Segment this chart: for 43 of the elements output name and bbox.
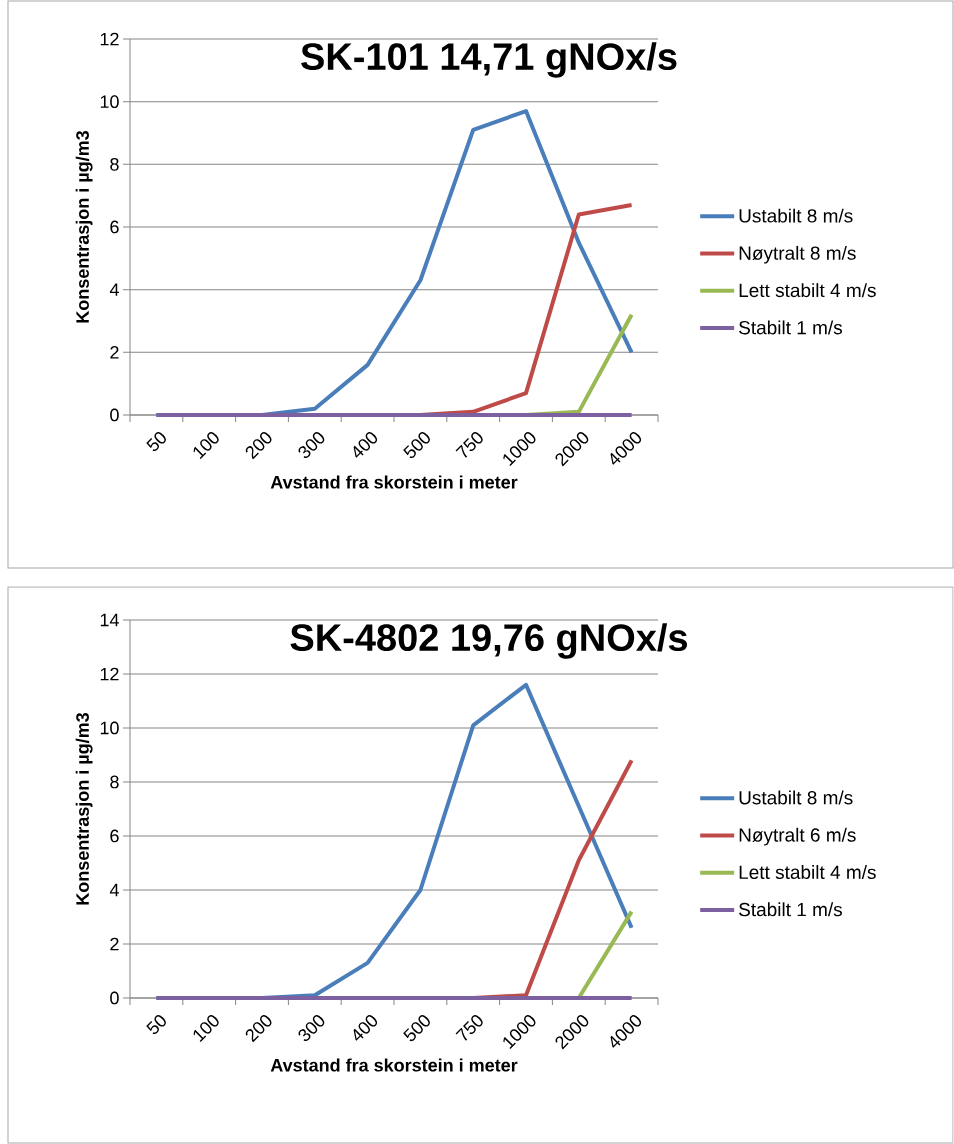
y-tick-label: 2 — [110, 937, 119, 951]
x-tick-label: 400 — [353, 1015, 378, 1041]
y-tick-label: 8 — [110, 157, 119, 171]
y-tick-label: 10 — [100, 721, 119, 735]
y-tick-label: 12 — [100, 32, 119, 46]
legend-label: Nøytralt 6 m/s — [739, 827, 856, 846]
y-tick-label: 6 — [110, 220, 119, 234]
legend-label: Lett stabilt 4 m/s — [739, 865, 876, 880]
legend-label: Ustabilt 8 m/s — [739, 790, 853, 805]
y-axis-title: Konsentrasjon i µg/m3 — [75, 130, 93, 323]
legend-label: Stabilt 1 m/s — [739, 902, 842, 917]
legend-label: Nøytralt 8 m/s — [739, 245, 856, 264]
x-tick-label: 50 — [146, 1015, 166, 1035]
chart-title: SK-4802 19,76 gNOx/s — [290, 623, 688, 659]
chart-title: SK-101 14,71 gNOx/s — [301, 42, 677, 78]
x-tick-label: 300 — [298, 1015, 325, 1042]
x-tick-label: 750 — [455, 1015, 483, 1041]
x-axis-title: Avstand fra skorstein i meter — [270, 475, 518, 489]
x-tick-label: 300 — [298, 432, 325, 459]
x-axis-title: Avstand fra skorstein i meter — [270, 1058, 518, 1072]
x-tick-label: 500 — [403, 1015, 430, 1042]
x-tick-label: 200 — [245, 1015, 272, 1043]
y-tick-label: 0 — [110, 408, 119, 422]
x-tick-label: 750 — [455, 432, 483, 458]
y-tick-label: 14 — [100, 613, 119, 627]
y-tick-label: 4 — [109, 883, 119, 897]
y-tick-label: 6 — [110, 829, 119, 843]
y-tick-label: 8 — [110, 775, 119, 789]
x-tick-label: 200 — [245, 432, 272, 460]
y-axis-title: Konsentrasjon i µg/m3 — [75, 712, 93, 905]
x-tick-label: 50 — [146, 432, 166, 452]
y-tick-label: 10 — [100, 95, 119, 109]
x-tick-label: 100 — [193, 432, 219, 459]
legend-label: Ustabilt 8 m/s — [739, 208, 853, 223]
x-tick-label: 500 — [403, 432, 430, 459]
y-tick-label: 0 — [110, 991, 119, 1005]
x-tick-label: 100 — [193, 1015, 219, 1042]
legend-label: Lett stabilt 4 m/s — [739, 283, 876, 298]
x-tick-label: 400 — [353, 432, 378, 458]
y-tick-label: 12 — [100, 667, 119, 681]
y-tick-label: 4 — [109, 283, 119, 296]
y-tick-label: 2 — [110, 346, 119, 359]
legend-label: Stabilt 1 m/s — [739, 320, 842, 335]
